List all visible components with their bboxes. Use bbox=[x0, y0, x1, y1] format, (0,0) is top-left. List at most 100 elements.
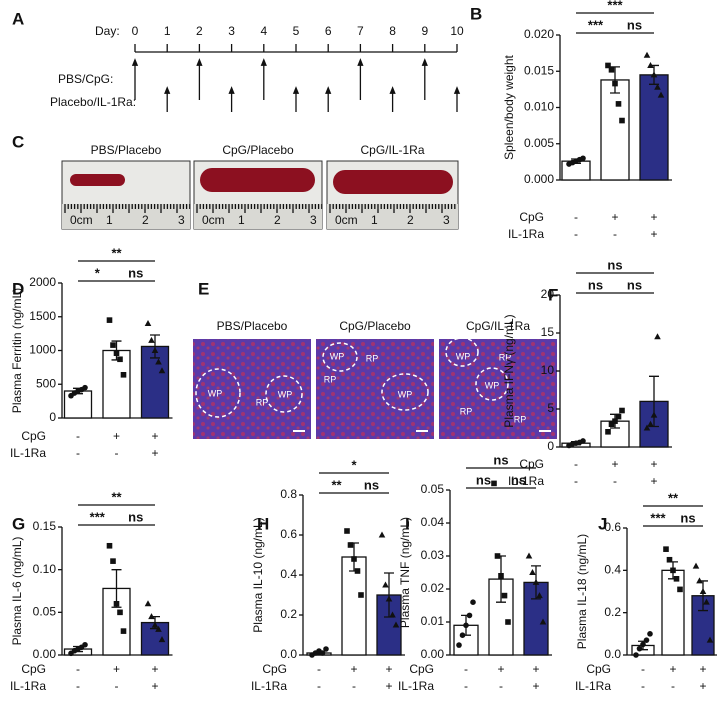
data-point bbox=[117, 356, 123, 363]
data-point bbox=[673, 576, 680, 582]
significance-label: ns bbox=[128, 509, 143, 524]
row-label: CpG bbox=[519, 457, 544, 471]
row-mark: - bbox=[76, 662, 80, 676]
data-point bbox=[466, 612, 473, 619]
ruler-label: 0cm bbox=[335, 213, 358, 227]
data-point bbox=[351, 556, 357, 562]
panel-letter: J bbox=[598, 514, 607, 533]
y-axis-label: Plasma Ferritin (ng/mL) bbox=[10, 288, 24, 413]
row-label: PBS/CpG: bbox=[58, 72, 113, 86]
row-label: IL-1Ra bbox=[508, 474, 544, 488]
day-number: 10 bbox=[450, 24, 464, 38]
region-label: WP bbox=[485, 380, 500, 390]
row-mark: - bbox=[574, 210, 578, 224]
row-mark: - bbox=[76, 679, 80, 693]
y-tick-label: 0.2 bbox=[280, 607, 297, 621]
data-point bbox=[378, 531, 386, 538]
day-number: 4 bbox=[260, 24, 267, 38]
data-point bbox=[650, 71, 658, 78]
day-label: Day: bbox=[95, 24, 120, 38]
row-mark: - bbox=[317, 679, 321, 693]
row-mark: - bbox=[499, 679, 503, 693]
data-point bbox=[615, 413, 622, 420]
white-pulp-outline bbox=[195, 368, 241, 418]
data-point bbox=[703, 598, 710, 605]
data-point bbox=[82, 641, 88, 648]
data-point bbox=[670, 567, 676, 574]
error-bar bbox=[111, 569, 122, 608]
y-tick-label: 0.8 bbox=[280, 487, 297, 501]
day-number: 9 bbox=[421, 24, 428, 38]
row-mark: + bbox=[532, 679, 539, 693]
significance-label: ** bbox=[111, 489, 122, 504]
histology-caption: CpG/Placebo bbox=[339, 319, 411, 333]
row-label: IL-1Ra bbox=[575, 679, 611, 693]
y-tick-label: 0.0 bbox=[604, 647, 621, 661]
region-label: RP bbox=[499, 352, 512, 362]
data-point bbox=[498, 573, 504, 579]
data-point bbox=[692, 562, 700, 569]
panel-letter: E bbox=[198, 279, 209, 298]
data-point bbox=[82, 384, 88, 391]
spleen bbox=[200, 168, 315, 192]
y-tick-label: 0.03 bbox=[421, 548, 445, 562]
spleen bbox=[333, 170, 453, 194]
data-point bbox=[151, 347, 159, 353]
row-mark: + bbox=[650, 227, 657, 241]
data-point bbox=[532, 578, 540, 585]
row-label: CpG bbox=[519, 210, 544, 224]
y-tick-label: 1500 bbox=[29, 309, 56, 323]
significance-label: ** bbox=[668, 490, 679, 505]
data-point bbox=[615, 101, 622, 107]
data-point bbox=[144, 600, 152, 607]
data-point bbox=[612, 80, 618, 87]
row-mark: - bbox=[352, 679, 356, 693]
data-point bbox=[113, 350, 120, 356]
significance-label: ns bbox=[493, 452, 508, 467]
significance-label: ns bbox=[511, 472, 526, 487]
bar bbox=[102, 349, 131, 419]
data-point bbox=[344, 528, 350, 534]
row-label: CpG bbox=[586, 662, 611, 676]
bar bbox=[600, 79, 630, 181]
ruler-label: 1 bbox=[238, 213, 245, 227]
significance-label: *** bbox=[607, 0, 623, 12]
data-point bbox=[699, 588, 707, 594]
data-point bbox=[113, 601, 120, 607]
data-point bbox=[148, 613, 155, 620]
data-point bbox=[106, 542, 113, 549]
data-point bbox=[470, 599, 476, 605]
region-label: RP bbox=[256, 397, 269, 407]
ruler-label: 0cm bbox=[202, 213, 225, 227]
row-mark: + bbox=[151, 662, 158, 676]
row-mark: - bbox=[641, 662, 645, 676]
region-label: WP bbox=[456, 351, 471, 361]
histology-image bbox=[193, 339, 311, 439]
data-point bbox=[612, 418, 618, 424]
data-point bbox=[580, 155, 586, 162]
row-label: CpG bbox=[262, 662, 287, 676]
bar bbox=[661, 569, 685, 656]
y-tick-label: 0.15 bbox=[33, 519, 57, 533]
white-pulp-outline bbox=[381, 373, 429, 411]
row-mark: + bbox=[650, 210, 657, 224]
region-label: WP bbox=[278, 389, 293, 399]
row-label: IL-1Ra bbox=[398, 679, 434, 693]
data-point bbox=[650, 411, 658, 418]
data-point bbox=[144, 320, 152, 326]
significance-label: ** bbox=[111, 245, 122, 260]
region-label: WP bbox=[398, 389, 413, 399]
row-mark: + bbox=[350, 662, 357, 676]
significance-label: *** bbox=[588, 17, 604, 32]
data-point bbox=[501, 592, 508, 599]
region-label: RP bbox=[324, 374, 337, 384]
data-point bbox=[529, 569, 536, 575]
significance-label: ns bbox=[607, 257, 622, 272]
panel-letter: C bbox=[12, 132, 24, 151]
day-number: 3 bbox=[228, 24, 235, 38]
white-pulp-outline bbox=[265, 375, 303, 413]
y-tick-label: 5 bbox=[547, 401, 554, 415]
y-axis-label: Plasma IFNγ (ng/mL) bbox=[502, 314, 516, 427]
y-tick-label: 0 bbox=[547, 439, 554, 453]
ruler-label: 3 bbox=[178, 213, 185, 227]
